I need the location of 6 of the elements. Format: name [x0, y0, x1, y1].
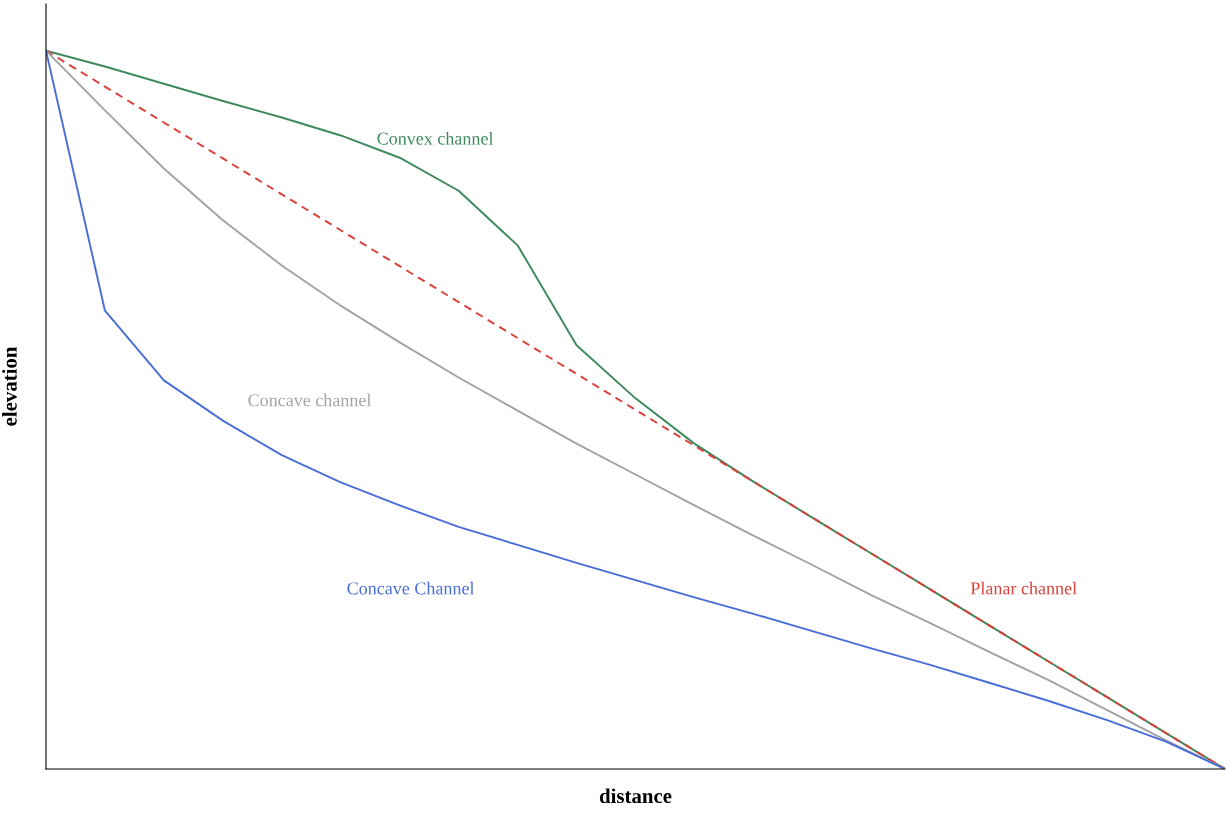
- text: Concave channel: [248, 393, 372, 407]
- x-axis-title: distance: [599, 788, 672, 804]
- y-axis-title: elevation: [2, 346, 17, 426]
- series-label: Convex channel: [377, 131, 494, 145]
- text: Concave Channel: [347, 581, 475, 595]
- series-label: Planar channel: [970, 581, 1077, 595]
